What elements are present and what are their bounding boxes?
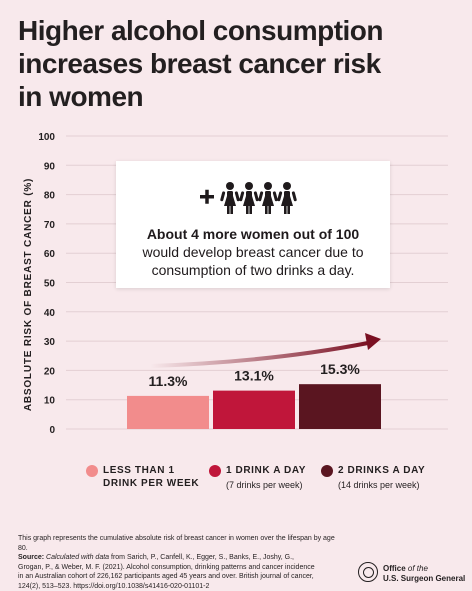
y-tick-label: 10 [44,396,56,407]
y-tick-label: 80 [44,191,56,202]
y-axis-label: ABSOLUTE RISK OF BREAST CANCER (%) [23,178,34,411]
bar-value-label: 11.3% [149,373,188,389]
plus-four-women-icon [116,181,390,215]
title-line-3: in women [18,81,144,112]
chart-title: Higher alcohol consumption increases bre… [18,14,458,113]
legend-swatch [86,465,98,477]
bar [213,390,295,429]
y-tick-label: 0 [49,425,55,436]
seal-icon [358,562,378,582]
title-line-1: Higher alcohol consumption [18,15,384,46]
y-tick-label: 30 [44,337,56,348]
legend-swatch [209,465,221,477]
bar [299,384,381,429]
bar-value-label: 13.1% [234,368,274,384]
trend-arrow [148,341,370,368]
y-tick-label: 70 [44,220,56,231]
legend-note: (7 drinks per week) [226,480,303,490]
bar-value-label: 15.3% [320,361,360,377]
legend-label: 2 DRINKS A DAY [338,465,426,476]
trend-arrowhead [365,333,381,350]
footnote: This graph represents the cumulative abs… [18,535,335,552]
y-tick-label: 40 [44,308,56,319]
bar [127,395,209,429]
callout-box: About 4 more women out of 100 would deve… [116,161,390,288]
legend-label: 1 DRINK A DAY [226,465,307,476]
y-tick-label: 60 [44,249,56,260]
legend-label: LESS THAN 1 DRINK PER WEEK [103,465,200,489]
title-line-2: increases breast cancer risk [18,48,381,79]
y-tick-label: 50 [44,279,56,290]
surgeon-general-logo: Office of the U.S. Surgeon General [358,562,468,586]
y-tick-label: 20 [44,366,56,377]
y-tick-label: 90 [44,161,56,172]
callout-text-line-1: would develop breast cancer due to [142,244,364,260]
callout-headline: About 4 more women out of 100 [146,226,360,242]
legend-note: (14 drinks per week) [338,480,420,490]
y-tick-label: 100 [38,132,55,143]
legend-swatch [321,465,333,477]
source-citation: Source: Calculated with data from Sarich… [18,554,315,590]
callout-text-line-2: consumption of two drinks a day. [151,262,355,278]
